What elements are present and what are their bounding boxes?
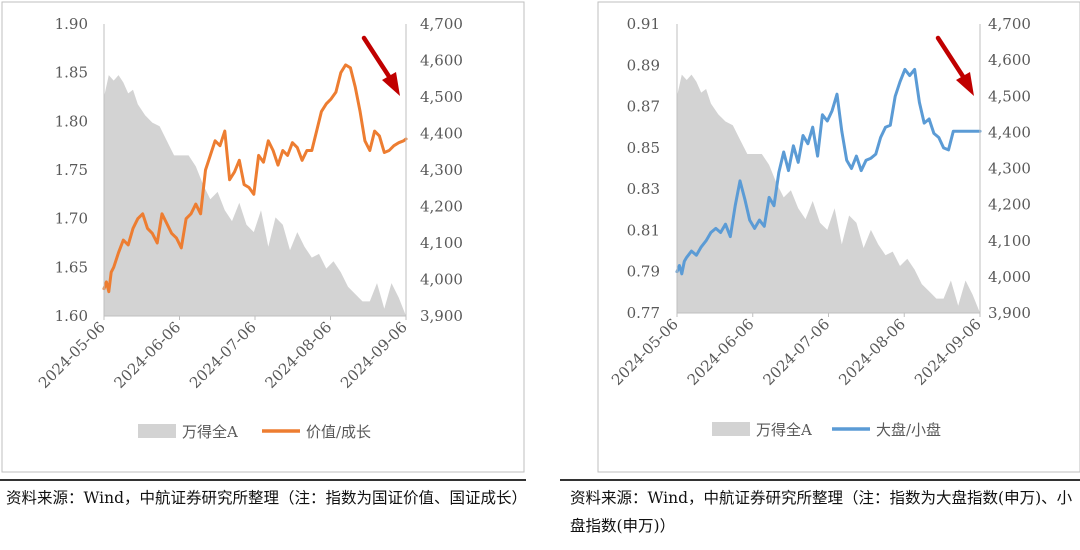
y-right-tick-label: 4,500 bbox=[988, 87, 1031, 105]
y-right-tick-label: 3,900 bbox=[988, 304, 1031, 322]
chart-frame bbox=[597, 1, 1080, 473]
decline-arrow-shaft bbox=[361, 35, 393, 81]
x-tick-label: 2024-05-06 bbox=[35, 318, 109, 392]
y-left-tick-label: 0.81 bbox=[627, 221, 660, 239]
y-right-tick-label: 4,000 bbox=[988, 268, 1031, 286]
y-left-tick-label: 1.85 bbox=[55, 64, 88, 82]
y-right-tick-label: 4,400 bbox=[420, 125, 463, 143]
y-left-tick-label: 0.77 bbox=[627, 304, 660, 322]
legend-label-ratio: 价值/成长 bbox=[306, 423, 371, 441]
y-right-tick-label: 4,700 bbox=[988, 15, 1031, 33]
y-right-tick-label: 4,500 bbox=[420, 88, 463, 106]
y-left-tick-label: 0.91 bbox=[627, 15, 660, 33]
series-area-wind-a bbox=[104, 75, 406, 316]
legend-label-wind-a: 万得全A bbox=[756, 421, 812, 439]
y-left-tick-label: 1.65 bbox=[55, 258, 88, 276]
x-tick-label: 2024-09-06 bbox=[911, 315, 985, 389]
caption-rule bbox=[0, 479, 526, 481]
x-tick-label: 2024-06-06 bbox=[110, 318, 184, 392]
chart-frame bbox=[1, 1, 525, 473]
series-area-wind-a bbox=[677, 74, 980, 313]
decline-arrow-head bbox=[382, 72, 400, 96]
y-left-tick-label: 1.60 bbox=[55, 307, 88, 325]
y-right-tick-label: 4,000 bbox=[420, 271, 463, 289]
y-left-tick-label: 1.90 bbox=[55, 15, 88, 33]
x-tick-label: 2024-06-06 bbox=[684, 315, 758, 389]
series-line-ratio bbox=[675, 67, 982, 276]
y-right-tick-label: 4,200 bbox=[988, 196, 1031, 214]
y-right-tick-label: 4,600 bbox=[988, 51, 1031, 69]
y-left-tick-label: 0.79 bbox=[627, 263, 660, 281]
chart-value-growth: 1.60 1.65 1.70 1.75 1.80 1.85 1.90 3,900 4,000 4,… bbox=[1, 1, 525, 473]
y-right-tick-label: 4,200 bbox=[420, 198, 463, 216]
y-right-tick-label: 4,300 bbox=[988, 160, 1031, 178]
chart-panel-value-growth: 1.60 1.65 1.70 1.75 1.80 1.85 1.90 3,900 4,000 4,… bbox=[0, 1, 528, 507]
x-tick-label: 2024-09-06 bbox=[337, 318, 411, 392]
y-right-tick-label: 4,100 bbox=[420, 234, 463, 252]
x-tick-label: 2024-05-06 bbox=[608, 315, 682, 389]
decline-arrow-head bbox=[956, 72, 974, 96]
y-right-tick-label: 4,700 bbox=[420, 15, 463, 33]
chart-panel-large-small: 0.77 0.79 0.81 0.83 0.85 0.87 0.89 0.91 3,900 4,0… bbox=[560, 0, 1080, 550]
y-left-tick-label: 1.75 bbox=[55, 161, 88, 179]
x-tick-label: 2024-07-06 bbox=[186, 318, 260, 392]
y-left-tick-label: 0.89 bbox=[627, 56, 660, 74]
x-tick-label: 2024-07-06 bbox=[759, 315, 833, 389]
series-line-ratio bbox=[102, 63, 408, 294]
legend-swatch-area bbox=[138, 424, 176, 438]
source-caption: 资料来源：Wind，中航证券研究所整理（注：指数为国证价值、国证成长） bbox=[6, 489, 528, 507]
legend-label-ratio: 大盘/小盘 bbox=[876, 421, 941, 439]
y-right-tick-label: 3,900 bbox=[420, 307, 463, 325]
y-right-tick-label: 4,300 bbox=[420, 161, 463, 179]
x-tick-label: 2024-08-06 bbox=[835, 315, 909, 389]
decline-arrow-shaft bbox=[935, 35, 967, 81]
source-caption: 资料来源：Wind，中航证券研究所整理（注：指数为大盘指数(申万)、小盘指数(申… bbox=[570, 489, 1073, 535]
y-left-tick-label: 1.80 bbox=[55, 112, 88, 130]
y-left-tick-label: 0.83 bbox=[627, 180, 660, 198]
legend-label-wind-a: 万得全A bbox=[182, 423, 238, 441]
y-left-tick-label: 0.85 bbox=[627, 139, 660, 157]
legend-swatch-area bbox=[712, 422, 750, 436]
chart-large-small: 0.77 0.79 0.81 0.83 0.85 0.87 0.89 0.91 3,900 4,0… bbox=[597, 1, 1080, 473]
y-left-tick-label: 1.70 bbox=[55, 210, 88, 228]
caption-rule bbox=[560, 479, 1080, 481]
y-right-tick-label: 4,400 bbox=[988, 123, 1031, 141]
y-right-tick-label: 4,600 bbox=[420, 52, 463, 70]
y-left-tick-label: 0.87 bbox=[627, 98, 660, 116]
y-right-tick-label: 4,100 bbox=[988, 232, 1031, 250]
x-tick-label: 2024-08-06 bbox=[261, 318, 335, 392]
